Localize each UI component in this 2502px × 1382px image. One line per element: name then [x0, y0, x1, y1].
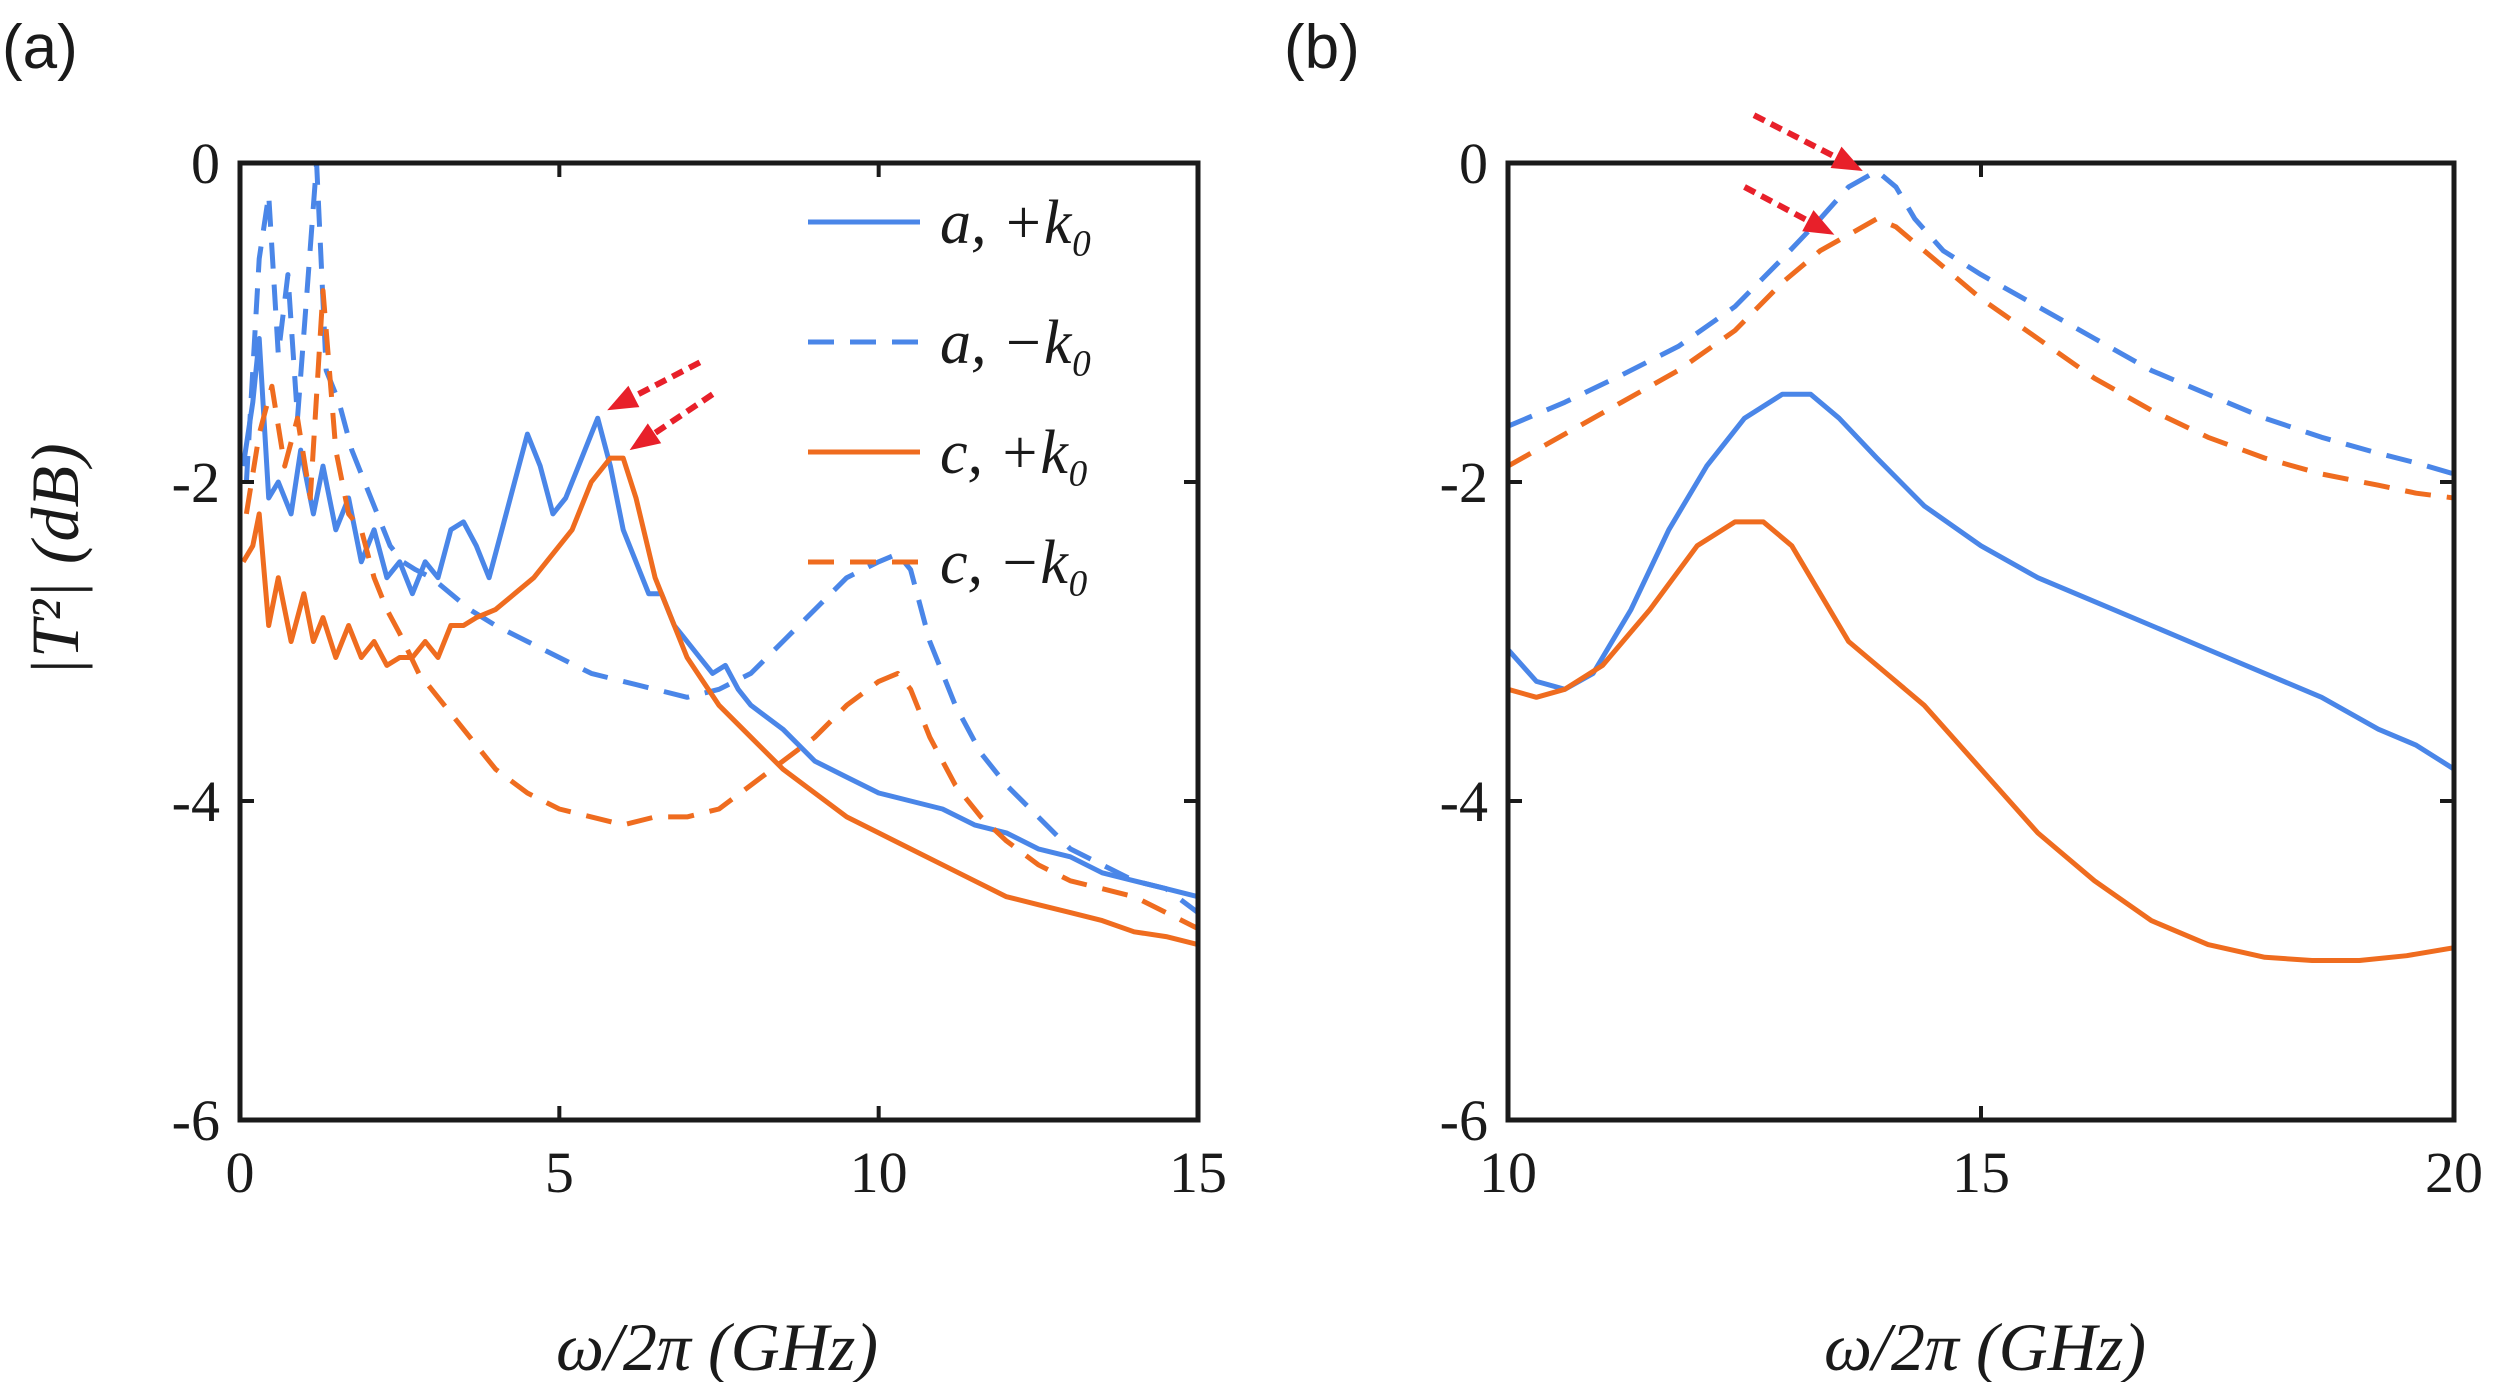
arrow-head-b-1: [1802, 210, 1835, 235]
y-tick-label-a-1: -2: [172, 450, 220, 515]
arrow-shaft-a-1: [652, 391, 715, 436]
series-line-a-0: [240, 336, 1198, 900]
y-axis-title-a: |T²| (dB): [17, 443, 93, 676]
x-tick-label-b-1: 15: [1952, 1140, 2010, 1205]
arrow-shaft-a-0: [632, 359, 702, 400]
x-tick-label-a-2: 10: [850, 1140, 908, 1205]
series-line-b-2: [1508, 519, 2454, 963]
legend-label-a-plus: a, +k₀: [940, 189, 1093, 257]
legend: a, +k₀ a, −k₀ c, +k₀ c, −k₀: [808, 189, 1093, 597]
x-tick-label-a-3: 15: [1169, 1140, 1227, 1205]
x-tick-label-a-1: 5: [545, 1140, 574, 1205]
panel-label-a: (a): [2, 13, 78, 82]
arrow-head-a-1: [629, 423, 662, 451]
y-tick-label-a-0: 0: [191, 131, 220, 196]
series-line-b-3: [1508, 216, 2454, 501]
panel-b: (b) ω/2π (GHz) 10 15 20 0 -2 -4 -6: [1284, 13, 2483, 1382]
panel-a: (a) |T²| (dB) ω/2π (GHz) 0 5 10 15 0 -2 -4 -6 a…: [2, 13, 1227, 1382]
x-axis-title-b: ω/2π (GHz): [1824, 1309, 2146, 1382]
x-axis-title-a: ω/2π (GHz): [556, 1309, 878, 1382]
panel-label-b: (b): [1284, 13, 1360, 82]
y-tick-label-b-2: -4: [1440, 769, 1488, 834]
legend-label-a-minus: a, −k₀: [940, 309, 1093, 377]
arrow-shaft-b-0: [1752, 112, 1838, 160]
arrow-shaft-b-1: [1743, 184, 1810, 224]
series-group-b: [1508, 168, 2454, 963]
series-line-a-3: [243, 288, 1198, 931]
x-tick-label-a-0: 0: [226, 1140, 255, 1205]
axes-box-a: [237, 160, 1201, 1123]
series-line-b-1: [1508, 168, 2454, 477]
y-tick-label-b-1: -2: [1440, 450, 1488, 515]
series-line-b-0: [1508, 391, 2454, 772]
legend-label-c-minus: c, −k₀: [940, 529, 1089, 597]
y-tick-label-a-3: -6: [172, 1088, 220, 1153]
series-group-a: [240, 163, 1198, 948]
y-tick-label-a-2: -4: [172, 769, 220, 834]
legend-label-c-plus: c, +k₀: [940, 419, 1089, 487]
plot-area-a: 0 5 10 15 0 -2 -4 -6: [172, 131, 1227, 1205]
axes-box-b: [1505, 160, 2457, 1123]
y-tick-label-b-0: 0: [1459, 131, 1488, 196]
series-line-a-2: [241, 455, 1198, 948]
x-tick-label-b-2: 20: [2425, 1140, 2483, 1205]
plot-area-b: 10 15 20 0 -2 -4 -6: [1440, 112, 2483, 1205]
y-tick-label-b-3: -6: [1440, 1088, 1488, 1153]
arrow-head-b-0: [1830, 146, 1863, 171]
x-tick-label-b-0: 10: [1479, 1140, 1537, 1205]
arrow-head-a-0: [607, 385, 640, 411]
